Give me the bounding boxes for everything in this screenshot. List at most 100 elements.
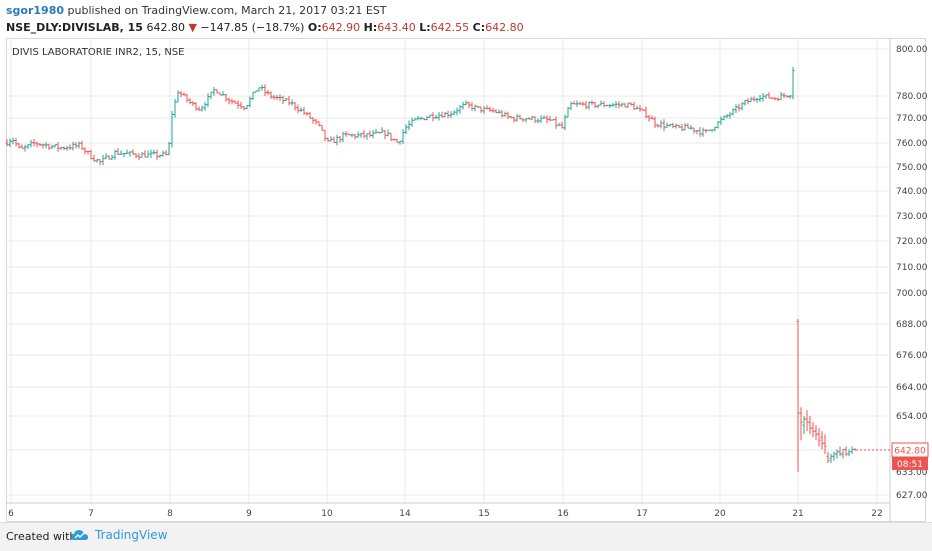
ohlc-bar <box>227 97 231 105</box>
ohlc-bar <box>248 96 252 108</box>
ohlc-bar <box>110 154 114 160</box>
ohlc-bar <box>305 112 309 116</box>
publisher-username[interactable]: sgor1980 <box>6 4 65 17</box>
ohlc-bar <box>638 105 642 112</box>
down-arrow-icon: ▼ <box>188 21 197 34</box>
y-tick-label: 780.00 <box>896 92 928 102</box>
y-tick-label: 730.00 <box>896 212 928 222</box>
ohlc-bar <box>593 101 597 108</box>
ohlc-bar <box>686 123 690 129</box>
ohlc-bar <box>629 102 633 106</box>
ohlc-bar <box>635 105 639 110</box>
y-tick-label: 700.00 <box>896 289 928 299</box>
ohlc-bar <box>209 91 213 100</box>
ohlc-bar <box>596 104 600 109</box>
ohlc-bar <box>200 105 204 112</box>
last-price-tag-label: 642.80 <box>894 447 926 457</box>
ohlc-bar <box>805 410 809 432</box>
ohlc-bar <box>440 111 444 118</box>
ohlc-bar <box>95 159 99 163</box>
ohlc-bar <box>476 105 480 108</box>
x-tick-label: 10 <box>321 509 333 519</box>
ohlc-bar <box>503 111 507 117</box>
ohlc-bar <box>62 146 66 151</box>
ohlc-bar <box>847 449 851 457</box>
ohlc-bar <box>17 143 21 149</box>
ohlc-bar <box>494 109 498 114</box>
x-tick-label: 8 <box>167 509 173 519</box>
y-tick-label: 760.00 <box>896 139 928 149</box>
ohlc-bar <box>569 101 573 111</box>
ohlc-bar <box>811 422 815 438</box>
ohlc-bar <box>179 90 183 98</box>
ohlc-bar <box>347 133 351 136</box>
ohlc-bar <box>437 112 441 121</box>
ohlc-bar <box>278 94 282 101</box>
ohlc-bar <box>743 100 747 106</box>
ohlc-bar <box>572 101 576 105</box>
ohlc-bar <box>422 117 426 121</box>
ohlc-bar <box>461 101 465 110</box>
ohlc-bar <box>521 118 525 122</box>
ohlc-bar <box>260 84 264 91</box>
ohlc-bar <box>173 98 177 118</box>
brand-name: TradingView <box>95 528 168 542</box>
ohlc-bar <box>83 147 87 155</box>
x-tick-label: 15 <box>478 509 489 519</box>
ohlc-bar <box>668 123 672 127</box>
ohlc-bar <box>371 129 375 139</box>
ohlc-bar <box>776 97 780 102</box>
ohlc-bar <box>146 150 150 158</box>
ohlc-bar <box>581 101 585 106</box>
chart-title: DIVIS LABORATORIE INR2, 15, NSE <box>12 47 184 58</box>
chart-panel[interactable] <box>6 38 926 522</box>
ohlc-bar <box>386 129 390 137</box>
ohlc-bar <box>488 106 492 112</box>
ohlc-bar <box>614 101 618 109</box>
ohlc-bar <box>332 136 336 143</box>
tradingview-logo[interactable]: TradingView <box>70 528 168 542</box>
ohlc-bar <box>254 90 258 93</box>
ohlc-bar <box>65 145 69 151</box>
x-tick-label: 14 <box>399 509 411 519</box>
ohlc-bar <box>605 104 609 107</box>
price-chart[interactable]: DIVIS LABORATORIE INR2, 15, NSE 800.0078… <box>0 0 932 522</box>
ohlc-bar <box>578 101 582 105</box>
ohlc-bar <box>560 121 564 129</box>
ohlc-bar <box>802 416 806 435</box>
ohlc-bar <box>404 124 408 135</box>
ohlc-bar <box>164 150 168 156</box>
ohlc-bar <box>542 115 546 119</box>
ohlc-bar <box>599 100 603 106</box>
ohlc-bar <box>341 131 345 143</box>
ohlc-bar <box>446 110 450 119</box>
ohlc-bar <box>455 107 459 116</box>
ohlc-bar <box>467 101 471 108</box>
ohlc-bar <box>536 118 540 124</box>
ohlc-bar <box>641 108 645 111</box>
ohlc-bar <box>782 92 786 99</box>
ohlc-bar <box>425 116 429 121</box>
publish-info: published on TradingView.com, March 21, … <box>67 4 387 17</box>
ohlc-bar <box>293 102 297 111</box>
ohlc-bar <box>140 151 144 158</box>
ohlc-bar <box>257 87 261 92</box>
y-tick-label: 710.00 <box>896 263 928 273</box>
ohlc-bar <box>832 451 836 461</box>
ohlc-bar <box>814 425 818 441</box>
y-tick-label: 688.00 <box>896 320 928 330</box>
ohlc-bar <box>401 129 405 145</box>
ohlc-bar <box>188 98 192 105</box>
ohlc-bar <box>368 130 372 138</box>
ohlc-bar <box>107 155 111 160</box>
ohlc-bar <box>620 102 624 108</box>
ohlc-bar <box>242 106 246 111</box>
ohlc-bar <box>380 127 384 134</box>
ohlc-bar <box>820 431 824 450</box>
x-tick-label: 6 <box>8 509 14 519</box>
ohlc-bar <box>356 131 360 138</box>
ohlc-bar <box>710 129 714 133</box>
ohlc-bar <box>458 105 462 114</box>
ohlc-bar <box>611 102 615 107</box>
ohlc-bar <box>713 126 717 132</box>
